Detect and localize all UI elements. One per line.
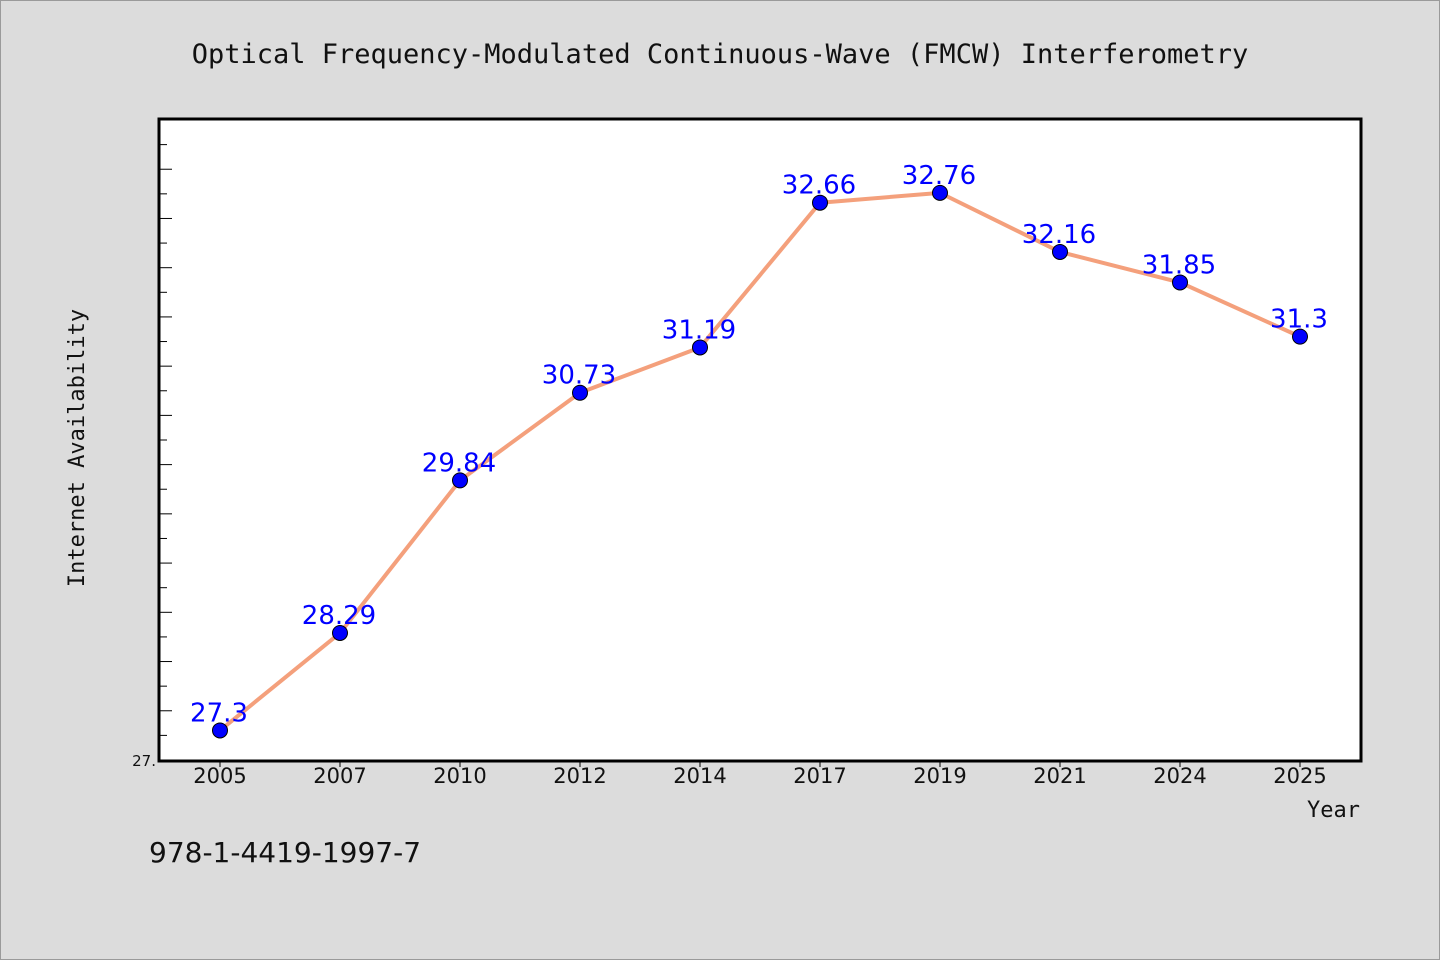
x-tick-label: 2019 [913, 764, 966, 788]
x-tick-label: 2014 [673, 764, 726, 788]
x-axis-label: Year [1307, 798, 1360, 823]
data-label: 31.85 [1142, 250, 1216, 280]
data-label: 32.66 [782, 171, 856, 201]
y-axis-label: Internet Availability [65, 309, 90, 587]
data-labels: 27.3 28.29 29.84 30.73 31.19 32.66 32.76 32.16 3… [190, 161, 1328, 729]
data-label: 31.19 [662, 315, 736, 345]
data-point [1292, 328, 1308, 345]
data-label: 29.84 [422, 448, 496, 478]
data-label: 32.76 [902, 161, 976, 191]
data-point [572, 384, 588, 401]
x-tick-label: 2021 [1033, 764, 1086, 788]
data-markers [212, 184, 1308, 739]
data-label: 31.3 [1270, 305, 1328, 335]
y-axis-ticks [160, 119, 172, 761]
data-label: 30.73 [542, 361, 616, 391]
data-point [1052, 243, 1068, 260]
data-point [332, 624, 348, 641]
x-tick-label: 2017 [793, 764, 846, 788]
data-point [932, 184, 948, 201]
x-tick-label: 2005 [193, 764, 246, 788]
data-label: 28.29 [302, 601, 376, 631]
chart-title: Optical Frequency-Modulated Continuous-W… [192, 39, 1249, 70]
x-axis-tick-labels: 2005 2007 2010 2012 2014 2017 2019 2021 2024 2025 [193, 764, 1326, 788]
data-point [212, 722, 228, 739]
x-tick-label: 2012 [553, 764, 606, 788]
plot-area [157, 117, 1363, 763]
x-tick-label: 2010 [433, 764, 486, 788]
x-axis-ticks [219, 760, 1301, 767]
data-point [452, 472, 468, 489]
series-line [218, 190, 1302, 733]
footer-note: 978-1-4419-1997-7 [149, 836, 421, 869]
data-label: 27.3 [190, 698, 248, 728]
x-tick-label: 2024 [1153, 764, 1206, 788]
y-axis-tick-labels: 27. [132, 752, 156, 770]
data-point [1172, 274, 1188, 291]
y-tick-label: 27. [132, 752, 156, 770]
data-point [812, 194, 828, 211]
x-tick-label: 2007 [313, 764, 366, 788]
x-tick-label: 2025 [1273, 764, 1326, 788]
data-label: 32.16 [1022, 220, 1096, 250]
data-point [692, 339, 708, 356]
